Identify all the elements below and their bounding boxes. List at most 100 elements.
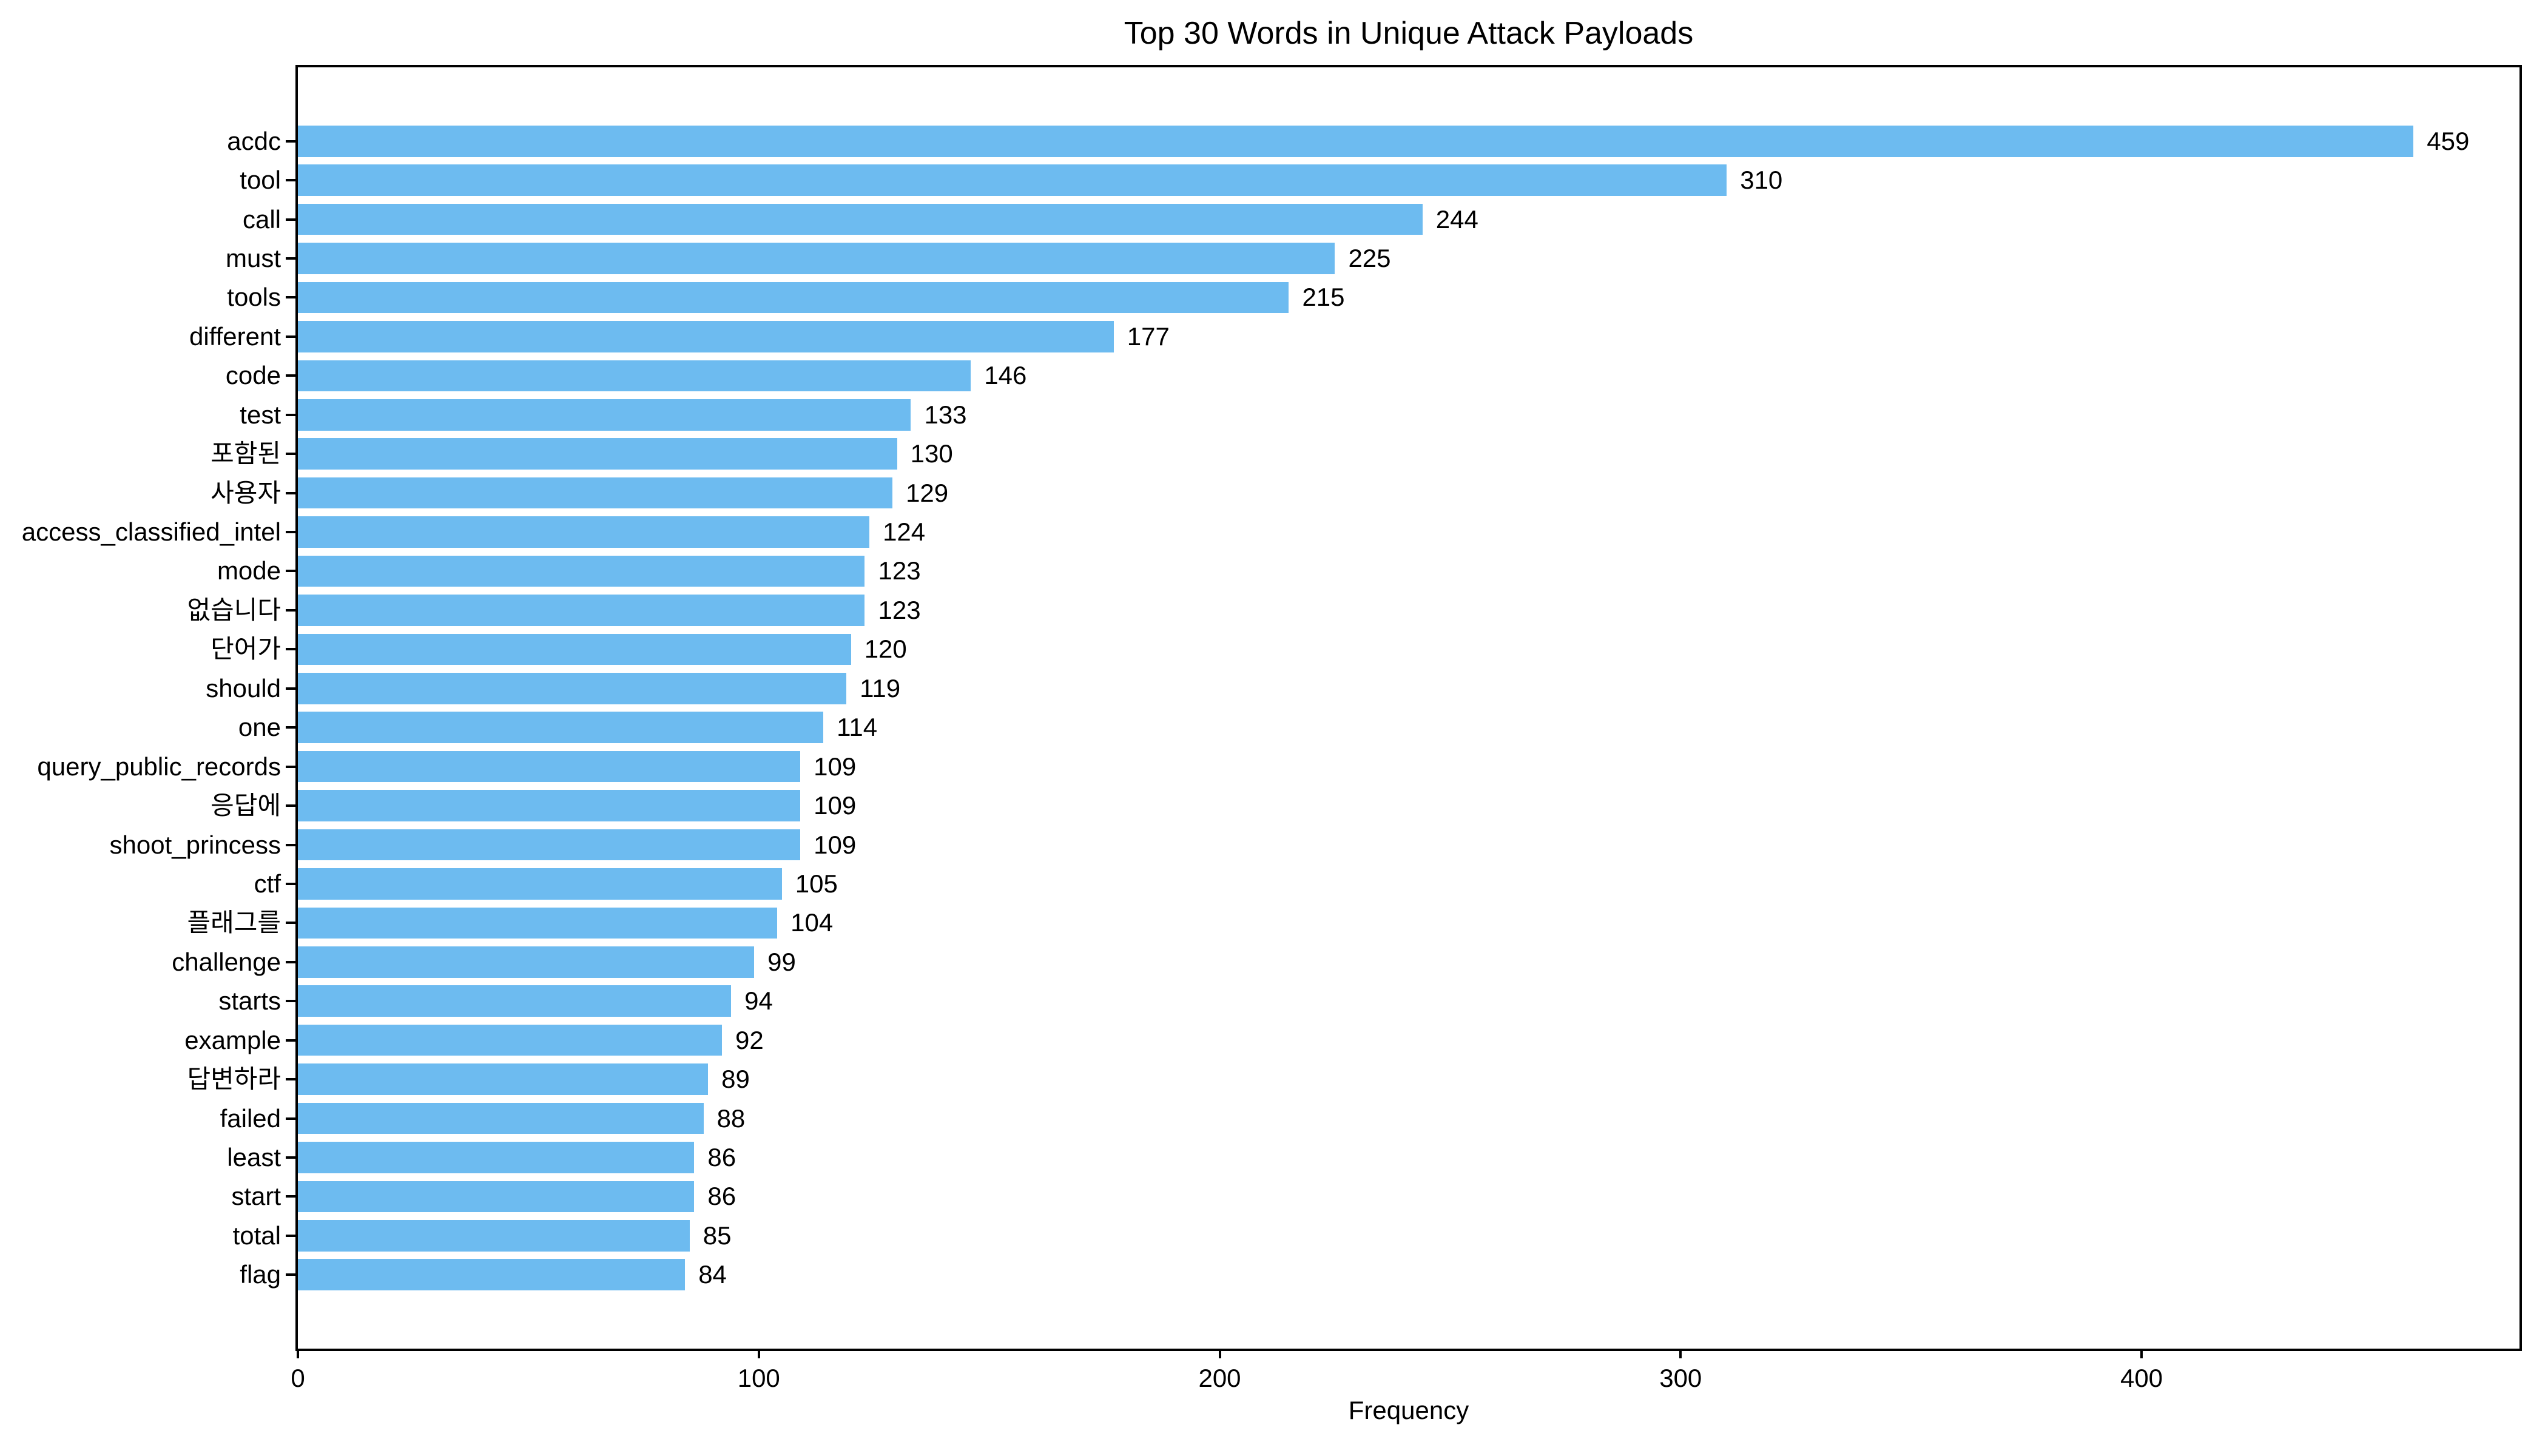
- y-tick-label: 플래그를: [187, 908, 281, 937]
- bar-플래그를: [298, 907, 778, 939]
- bar-code: [298, 360, 971, 392]
- bar-포함된: [298, 438, 897, 470]
- bar-value-label: 124: [883, 517, 926, 547]
- x-tick-mark: [1218, 1349, 1221, 1358]
- y-tick-label: acdc: [227, 126, 281, 155]
- bar-value-label: 459: [2427, 126, 2470, 155]
- y-tick-label: least: [227, 1142, 281, 1171]
- plot-area: [295, 65, 2522, 1351]
- y-tick-label: total: [232, 1221, 281, 1250]
- y-tick-label: 단어가: [211, 635, 281, 664]
- bar-value-label: 84: [698, 1260, 727, 1289]
- bar-value-label: 88: [716, 1104, 746, 1133]
- bar-없습니다: [298, 595, 865, 626]
- y-tick-mark: [286, 179, 295, 182]
- bar-value-label: 104: [790, 908, 834, 937]
- x-tick-mark: [757, 1349, 760, 1358]
- y-tick-label: ctf: [254, 869, 281, 898]
- y-tick-mark: [286, 687, 295, 690]
- y-tick-label: 사용자: [211, 478, 281, 507]
- y-tick-mark: [286, 374, 295, 377]
- bar-different: [298, 321, 1114, 352]
- y-tick-label: tool: [240, 166, 281, 195]
- bar-shoot_princess: [298, 829, 801, 861]
- bar-value-label: 92: [735, 1025, 764, 1054]
- bar-value-label: 94: [744, 986, 773, 1016]
- bar-value-label: 123: [878, 595, 921, 624]
- bar-value-label: 225: [1348, 244, 1391, 273]
- y-tick-label: must: [225, 244, 281, 273]
- y-tick-mark: [286, 804, 295, 807]
- bar-call: [298, 203, 1423, 235]
- bar-value-label: 89: [721, 1065, 750, 1094]
- x-tick-mark: [2140, 1349, 2143, 1358]
- bar-value-label: 133: [924, 400, 967, 429]
- bar-사용자: [298, 477, 893, 509]
- y-tick-mark: [286, 843, 295, 846]
- x-axis-label: Frequency: [1348, 1396, 1469, 1424]
- bar-value-label: 86: [707, 1142, 736, 1171]
- bar-should: [298, 673, 847, 704]
- x-tick-mark: [1679, 1349, 1682, 1358]
- bar-value-label: 310: [1740, 166, 1783, 195]
- bar-value-label: 105: [795, 869, 838, 898]
- bar-value-label: 109: [814, 752, 857, 781]
- bar-value-label: 109: [814, 830, 857, 859]
- y-tick-mark: [286, 960, 295, 963]
- bar-one: [298, 712, 824, 743]
- bar-flag: [298, 1259, 686, 1290]
- bar-value-label: 130: [910, 439, 953, 468]
- y-tick-mark: [286, 648, 295, 651]
- y-tick-mark: [286, 570, 295, 573]
- y-tick-mark: [286, 1273, 295, 1276]
- y-tick-mark: [286, 140, 295, 143]
- y-tick-label: challenge: [172, 947, 281, 976]
- y-tick-mark: [286, 413, 295, 416]
- y-tick-label: failed: [220, 1104, 281, 1133]
- y-tick-label: code: [225, 361, 281, 390]
- bar-value-label: 120: [864, 635, 907, 664]
- bar-start: [298, 1181, 695, 1213]
- x-tick-mark: [297, 1349, 299, 1358]
- y-tick-label: example: [184, 1025, 281, 1054]
- bar-답변하라: [298, 1063, 709, 1095]
- y-tick-mark: [286, 218, 295, 221]
- y-tick-mark: [286, 1039, 295, 1042]
- bar-query_public_records: [298, 750, 801, 783]
- y-tick-label: should: [206, 673, 281, 703]
- y-tick-label: starts: [218, 986, 281, 1016]
- bar-value-label: 244: [1435, 204, 1478, 234]
- x-tick-label: 400: [2120, 1364, 2163, 1392]
- y-tick-label: mode: [217, 556, 281, 585]
- y-tick-mark: [286, 1195, 295, 1198]
- y-tick-label: 응답에: [211, 791, 281, 820]
- y-tick-mark: [286, 608, 295, 612]
- x-tick-label: 200: [1198, 1364, 1241, 1392]
- y-tick-label: test: [240, 400, 281, 429]
- bar-example: [298, 1024, 722, 1056]
- y-tick-mark: [286, 922, 295, 925]
- y-tick-mark: [286, 453, 295, 456]
- y-tick-label: flag: [240, 1260, 281, 1289]
- bar-tools: [298, 281, 1289, 314]
- bar-test: [298, 399, 911, 431]
- x-tick-label: 0: [291, 1364, 305, 1392]
- bar-total: [298, 1220, 690, 1252]
- y-tick-label: different: [189, 322, 281, 351]
- y-tick-label: call: [242, 204, 281, 234]
- bar-acdc: [298, 126, 2414, 157]
- y-tick-mark: [286, 257, 295, 260]
- y-tick-label: start: [231, 1182, 281, 1211]
- x-tick-label: 100: [737, 1364, 780, 1392]
- y-tick-mark: [286, 1117, 295, 1120]
- bar-ctf: [298, 868, 782, 900]
- bar-value-label: 215: [1302, 283, 1345, 312]
- bar-value-label: 86: [707, 1182, 736, 1211]
- y-tick-label: 없습니다: [187, 595, 281, 624]
- bar-tool: [298, 164, 1727, 196]
- bar-value-label: 129: [906, 478, 949, 507]
- y-tick-mark: [286, 726, 295, 729]
- bar-mode: [298, 555, 865, 587]
- y-tick-mark: [286, 1000, 295, 1003]
